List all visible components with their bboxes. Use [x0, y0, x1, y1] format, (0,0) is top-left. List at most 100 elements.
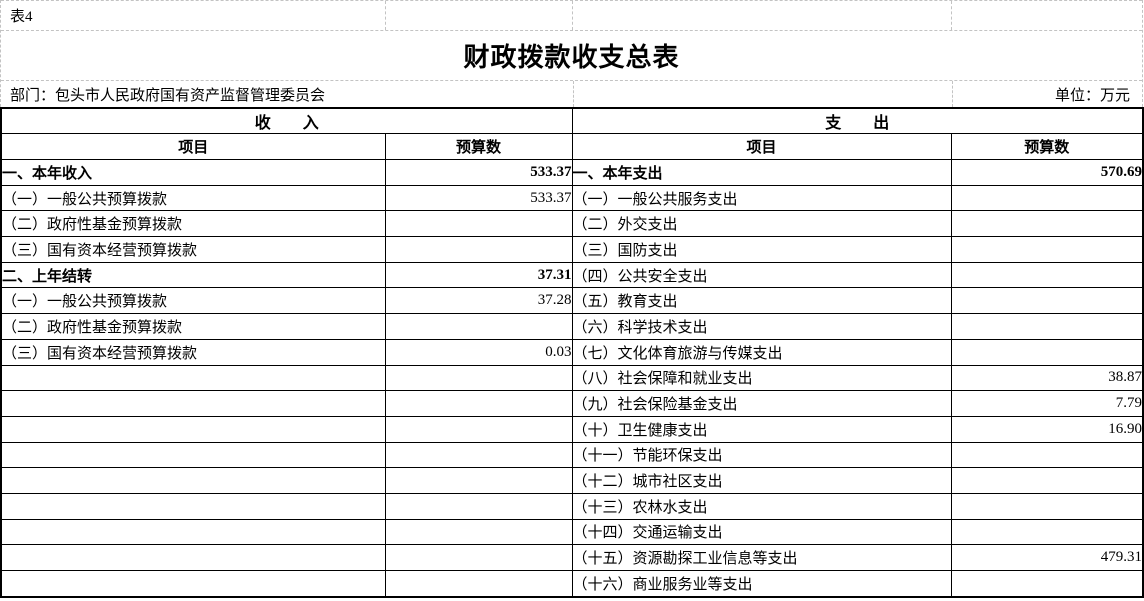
- income-item-cell: （二）政府性基金预算拨款: [0, 313, 386, 340]
- income-item-cell: [0, 364, 386, 392]
- expense-item-cell: 一、本年支出: [571, 159, 952, 186]
- expense-value-cell: [950, 492, 1144, 520]
- empty-grid-cell: [386, 1, 573, 30]
- table-row: 二、上年结转 37.31 （四）公共安全支出: [0, 261, 1144, 289]
- income-item-cell: [0, 390, 386, 417]
- income-item-cell: （一）一般公共预算拨款: [0, 184, 386, 212]
- expense-value-cell: 38.87: [950, 364, 1144, 392]
- expense-value-cell: [950, 441, 1144, 469]
- expense-item-cell: （九）社会保险基金支出: [571, 390, 952, 417]
- expense-item-cell: （三）国防支出: [571, 236, 952, 263]
- department-line: 部门：包头市人民政府国有资产监督管理委员会: [10, 87, 326, 104]
- expense-section-header: 支 出: [571, 107, 1144, 134]
- expense-item-cell: （七）文化体育旅游与传媒支出: [571, 338, 952, 366]
- table-number-row: 表4: [1, 0, 1142, 31]
- empty-grid-cell: [952, 1, 1142, 30]
- expense-value-cell: [950, 467, 1144, 494]
- expense-value-column-header: 预算数: [950, 133, 1144, 160]
- income-value-cell: [384, 313, 573, 340]
- expense-item-cell: （十六）商业服务业等支出: [571, 570, 952, 598]
- table-row: （一）一般公共预算拨款 533.37 （一）一般公共服务支出: [0, 184, 1144, 212]
- income-item-cell: [0, 441, 386, 469]
- income-item-cell: 二、上年结转: [0, 261, 386, 289]
- expense-item-cell: （八）社会保障和就业支出: [571, 364, 952, 392]
- income-item-cell: [0, 544, 386, 571]
- table-row: （十六）商业服务业等支出: [0, 570, 1144, 598]
- expense-item-column-header: 项目: [571, 133, 952, 160]
- expense-value-cell: [950, 338, 1144, 366]
- expense-value-cell: [950, 184, 1144, 212]
- table-row: （十二）城市社区支出: [0, 467, 1144, 494]
- expense-item-cell: （十三）农林水支出: [571, 492, 952, 520]
- income-value-cell: [384, 441, 573, 469]
- expense-item-cell: （十二）城市社区支出: [571, 467, 952, 494]
- expense-value-cell: [950, 236, 1144, 263]
- income-item-cell: （三）国有资本经营预算拨款: [0, 236, 386, 263]
- table-row: （十三）农林水支出: [0, 492, 1144, 520]
- table-header-area: 表4 财政拨款收支总表 部门：包头市人民政府国有资产监督管理委员会 单位：万元: [0, 0, 1143, 107]
- expense-item-cell: （六）科学技术支出: [571, 313, 952, 340]
- expense-value-cell: [950, 570, 1144, 598]
- income-value-cell: 533.37: [384, 184, 573, 212]
- expense-value-cell: 570.69: [950, 159, 1144, 186]
- table-row: 一、本年收入 533.37 一、本年支出 570.69: [0, 159, 1144, 186]
- expense-item-cell: （一）一般公共服务支出: [571, 184, 952, 212]
- income-item-cell: （二）政府性基金预算拨款: [0, 210, 386, 238]
- income-value-cell: 37.31: [384, 261, 573, 289]
- expense-value-cell: 16.90: [950, 415, 1144, 443]
- section-header-row: 收 入 支 出: [0, 107, 1144, 134]
- table-row: （十五）资源勘探工业信息等支出 479.31: [0, 544, 1144, 571]
- expense-item-cell: （二）外交支出: [571, 210, 952, 238]
- expense-value-cell: 7.79: [950, 390, 1144, 417]
- department-row: 部门：包头市人民政府国有资产监督管理委员会 单位：万元: [1, 81, 1142, 107]
- income-value-cell: [384, 544, 573, 571]
- title-row: 财政拨款收支总表: [1, 31, 1142, 81]
- income-value-column-header: 预算数: [384, 133, 573, 160]
- expense-item-cell: （四）公共安全支出: [571, 261, 952, 289]
- expense-item-cell: （十四）交通运输支出: [571, 518, 952, 546]
- income-item-cell: （一）一般公共预算拨款: [0, 287, 386, 315]
- expense-value-cell: [950, 313, 1144, 340]
- income-value-cell: [384, 210, 573, 238]
- income-value-cell: 533.37: [384, 159, 573, 186]
- income-item-cell: [0, 467, 386, 494]
- income-item-cell: [0, 518, 386, 546]
- table-row: （十）卫生健康支出 16.90: [0, 415, 1144, 443]
- income-value-cell: [384, 518, 573, 546]
- expense-item-cell: （五）教育支出: [571, 287, 952, 315]
- table-row: （八）社会保障和就业支出 38.87: [0, 364, 1144, 392]
- table-number: 表4: [1, 1, 386, 30]
- expense-item-cell: （十一）节能环保支出: [571, 441, 952, 469]
- expense-item-cell: （十）卫生健康支出: [571, 415, 952, 443]
- column-header-row: 项目 预算数 项目 预算数: [0, 133, 1144, 160]
- expense-value-cell: [950, 261, 1144, 289]
- table-row: （三）国有资本经营预算拨款 （三）国防支出: [0, 236, 1144, 263]
- table-row: （九）社会保险基金支出 7.79: [0, 390, 1144, 417]
- table-row: （十一）节能环保支出: [0, 441, 1144, 469]
- income-value-cell: [384, 364, 573, 392]
- empty-grid-cell: [573, 1, 952, 30]
- income-item-column-header: 项目: [0, 133, 386, 160]
- income-value-cell: 0.03: [384, 338, 573, 366]
- table-row: （三）国有资本经营预算拨款 0.03 （七）文化体育旅游与传媒支出: [0, 338, 1144, 366]
- budget-table: 收 入 支 出 项目 预算数 项目 预算数 一、本年收入 533.37 一、本年支出…: [0, 107, 1144, 598]
- income-value-cell: [384, 236, 573, 263]
- expense-value-cell: 479.31: [950, 544, 1144, 571]
- income-item-cell: 一、本年收入: [0, 159, 386, 186]
- income-item-cell: （三）国有资本经营预算拨款: [0, 338, 386, 366]
- income-value-cell: [384, 467, 573, 494]
- table-row: （一）一般公共预算拨款 37.28 （五）教育支出: [0, 287, 1144, 315]
- page-title: 财政拨款收支总表: [463, 43, 680, 72]
- expense-item-cell: （十五）资源勘探工业信息等支出: [571, 544, 952, 571]
- income-value-cell: [384, 390, 573, 417]
- income-value-cell: [384, 492, 573, 520]
- expense-value-cell: [950, 210, 1144, 238]
- income-value-cell: [384, 415, 573, 443]
- table-row: （二）政府性基金预算拨款 （六）科学技术支出: [0, 313, 1144, 340]
- table-row: （二）政府性基金预算拨款 （二）外交支出: [0, 210, 1144, 238]
- income-section-header: 收 入: [0, 107, 573, 134]
- income-item-cell: [0, 570, 386, 598]
- income-value-cell: 37.28: [384, 287, 573, 315]
- budget-table-body: 一、本年收入 533.37 一、本年支出 570.69 （一）一般公共预算拨款 533.3…: [0, 159, 1144, 598]
